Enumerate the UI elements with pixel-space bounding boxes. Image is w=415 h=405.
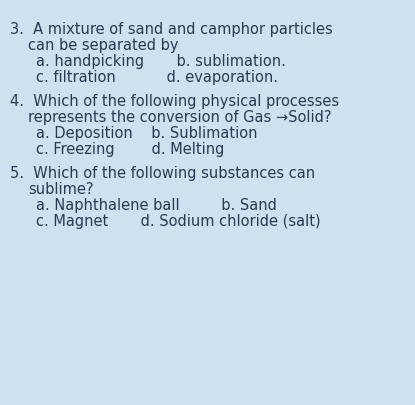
Text: a. handpicking       b. sublimation.: a. handpicking b. sublimation. <box>36 54 286 69</box>
Text: sublime?: sublime? <box>28 181 93 196</box>
Text: 4.  Which of the following physical processes: 4. Which of the following physical proce… <box>10 94 339 109</box>
Text: represents the conversion of Gas →Solid?: represents the conversion of Gas →Solid? <box>28 110 332 125</box>
Text: 5.  Which of the following substances can: 5. Which of the following substances can <box>10 166 315 181</box>
Text: can be separated by: can be separated by <box>28 38 178 53</box>
Text: a. Naphthalene ball         b. Sand: a. Naphthalene ball b. Sand <box>36 198 277 213</box>
Text: c. Freezing        d. Melting: c. Freezing d. Melting <box>36 142 225 157</box>
Text: 3.  A mixture of sand and camphor particles: 3. A mixture of sand and camphor particl… <box>10 22 333 37</box>
Text: c. filtration           d. evaporation.: c. filtration d. evaporation. <box>36 70 278 85</box>
Text: a. Deposition    b. Sublimation: a. Deposition b. Sublimation <box>36 126 257 141</box>
Text: c. Magnet       d. Sodium chloride (salt): c. Magnet d. Sodium chloride (salt) <box>36 213 321 228</box>
